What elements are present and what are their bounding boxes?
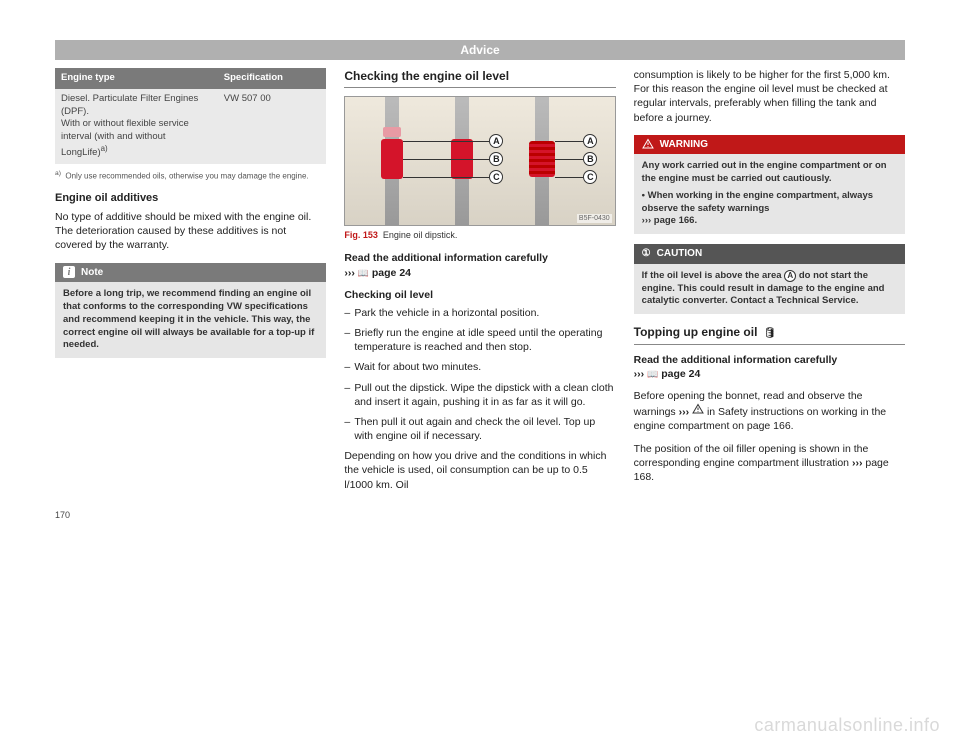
step-5: –Then pull it out again and check the oi… [344, 415, 615, 443]
read-more-block-2: Read the additional information carefull… [634, 353, 905, 381]
oil-light-1 [383, 127, 401, 137]
warning-triangle-icon [642, 138, 654, 150]
column-3: consumption is likely to be higher for t… [634, 68, 905, 500]
para-bonnet: Before opening the bonnet, read and obse… [634, 389, 905, 434]
read-more-ref-2: page 24 [661, 368, 700, 380]
page-number: 170 [55, 510, 70, 520]
column-2: Checking the engine oil level A B C [344, 68, 615, 500]
leader-b-right [555, 159, 583, 160]
heading-check-oil: Checking the engine oil level [344, 68, 615, 88]
figure-dipstick: A B C A B C B5F-0430 [344, 96, 615, 226]
note-box: i Note Before a long trip, we recommend … [55, 263, 326, 359]
warning-text: Any work carried out in the engine compa… [642, 160, 897, 186]
note-header: i Note [55, 263, 326, 283]
caution-title: CAUTION [657, 247, 703, 261]
caution-box: ① CAUTION If the oil level is above the … [634, 244, 905, 314]
para-continuation: consumption is likely to be higher for t… [634, 68, 905, 125]
td-spec: VW 507 00 [218, 89, 327, 164]
watermark: carmanualsonline.info [754, 715, 940, 736]
page-banner: Advice [55, 40, 905, 60]
read-more-ref: page 24 [372, 267, 411, 279]
warning-body: Any work carried out in the engine compa… [634, 154, 905, 234]
td-engine-sup: a) [101, 144, 108, 153]
oilcan-icon [763, 324, 776, 341]
figure-number: Fig. 153 [344, 230, 378, 240]
tag-b-left: B [489, 152, 503, 166]
oil-mark-1 [381, 139, 403, 179]
heading-topping-up: Topping up engine oil [634, 324, 905, 345]
book-icon-2 [647, 368, 658, 380]
warning-ref: page 166. [654, 215, 697, 226]
tag-a-right: A [583, 134, 597, 148]
caution-header: ① CAUTION [634, 244, 905, 264]
caution-info-icon: ① [642, 247, 651, 261]
th-engine-type: Engine type [55, 68, 218, 89]
tag-c-right: C [583, 170, 597, 184]
leader-a-left [403, 141, 489, 142]
leader-a-right [555, 141, 583, 142]
step-4: –Pull out the dipstick. Wipe the dipstic… [344, 381, 615, 409]
para-additives: No type of additive should be mixed with… [55, 210, 326, 253]
para-depending: Depending on how you drive and the condi… [344, 449, 615, 492]
figure-caption: Fig. 153 Engine oil dipstick. [344, 229, 615, 241]
read-more-text-2: Read the additional information carefull… [634, 354, 838, 366]
footnote-sup: a) [55, 170, 61, 177]
warning-bullet: When working in the engine compartment, … [642, 190, 897, 228]
figure-caption-text: Engine oil dipstick. [383, 230, 458, 240]
topping-up-text: Topping up engine oil [634, 324, 758, 340]
warning-header: WARNING [634, 135, 905, 155]
tag-c-left: C [489, 170, 503, 184]
step-3: –Wait for about two minutes. [344, 360, 615, 374]
caution-text-1: If the oil level is above the area [642, 270, 785, 281]
heading-check-level: Checking oil level [344, 288, 615, 302]
filler-text: The position of the oil filler opening i… [634, 443, 869, 469]
book-icon [358, 267, 369, 279]
note-title: Note [81, 266, 103, 280]
para-filler: The position of the oil filler opening i… [634, 442, 905, 485]
step-1: –Park the vehicle in a horizontal positi… [344, 306, 615, 320]
tag-a-left: A [489, 134, 503, 148]
tag-b-right: B [583, 152, 597, 166]
table-footnote: a) Only use recommended oils, otherwise … [55, 170, 326, 181]
oil-mark-3 [529, 141, 555, 177]
th-specification: Specification [218, 68, 327, 89]
circle-a-icon: A [784, 270, 796, 282]
td-engine: Diesel. Particulate Filter Engines (DPF)… [55, 89, 218, 164]
warning-box: WARNING Any work carried out in the engi… [634, 135, 905, 235]
content-columns: Engine type Specification Diesel. Partic… [55, 68, 905, 500]
figure-ref-code: B5F-0430 [577, 214, 612, 223]
leader-c-right [555, 177, 583, 178]
column-1: Engine type Specification Diesel. Partic… [55, 68, 326, 500]
heading-additives: Engine oil additives [55, 191, 326, 206]
read-more-text: Read the additional information carefull… [344, 252, 548, 264]
note-body: Before a long trip, we recommend finding… [55, 282, 326, 358]
warning-triangle-icon-inline [692, 403, 704, 415]
spec-table: Engine type Specification Diesel. Partic… [55, 68, 326, 164]
read-more-block: Read the additional information carefull… [344, 251, 615, 279]
td-engine-text: Diesel. Particulate Filter Engines (DPF)… [61, 93, 198, 158]
footnote-text: Only use recommended oils, otherwise you… [65, 172, 308, 181]
leader-c-left [403, 177, 489, 178]
manual-page: Advice Engine type Specification Diesel.… [55, 40, 905, 500]
warning-title: WARNING [660, 138, 708, 152]
leader-b-left [403, 159, 489, 160]
info-icon: i [63, 266, 75, 278]
step-2: –Briefly run the engine at idle speed un… [344, 326, 615, 354]
caution-body: If the oil level is above the area A do … [634, 264, 905, 314]
